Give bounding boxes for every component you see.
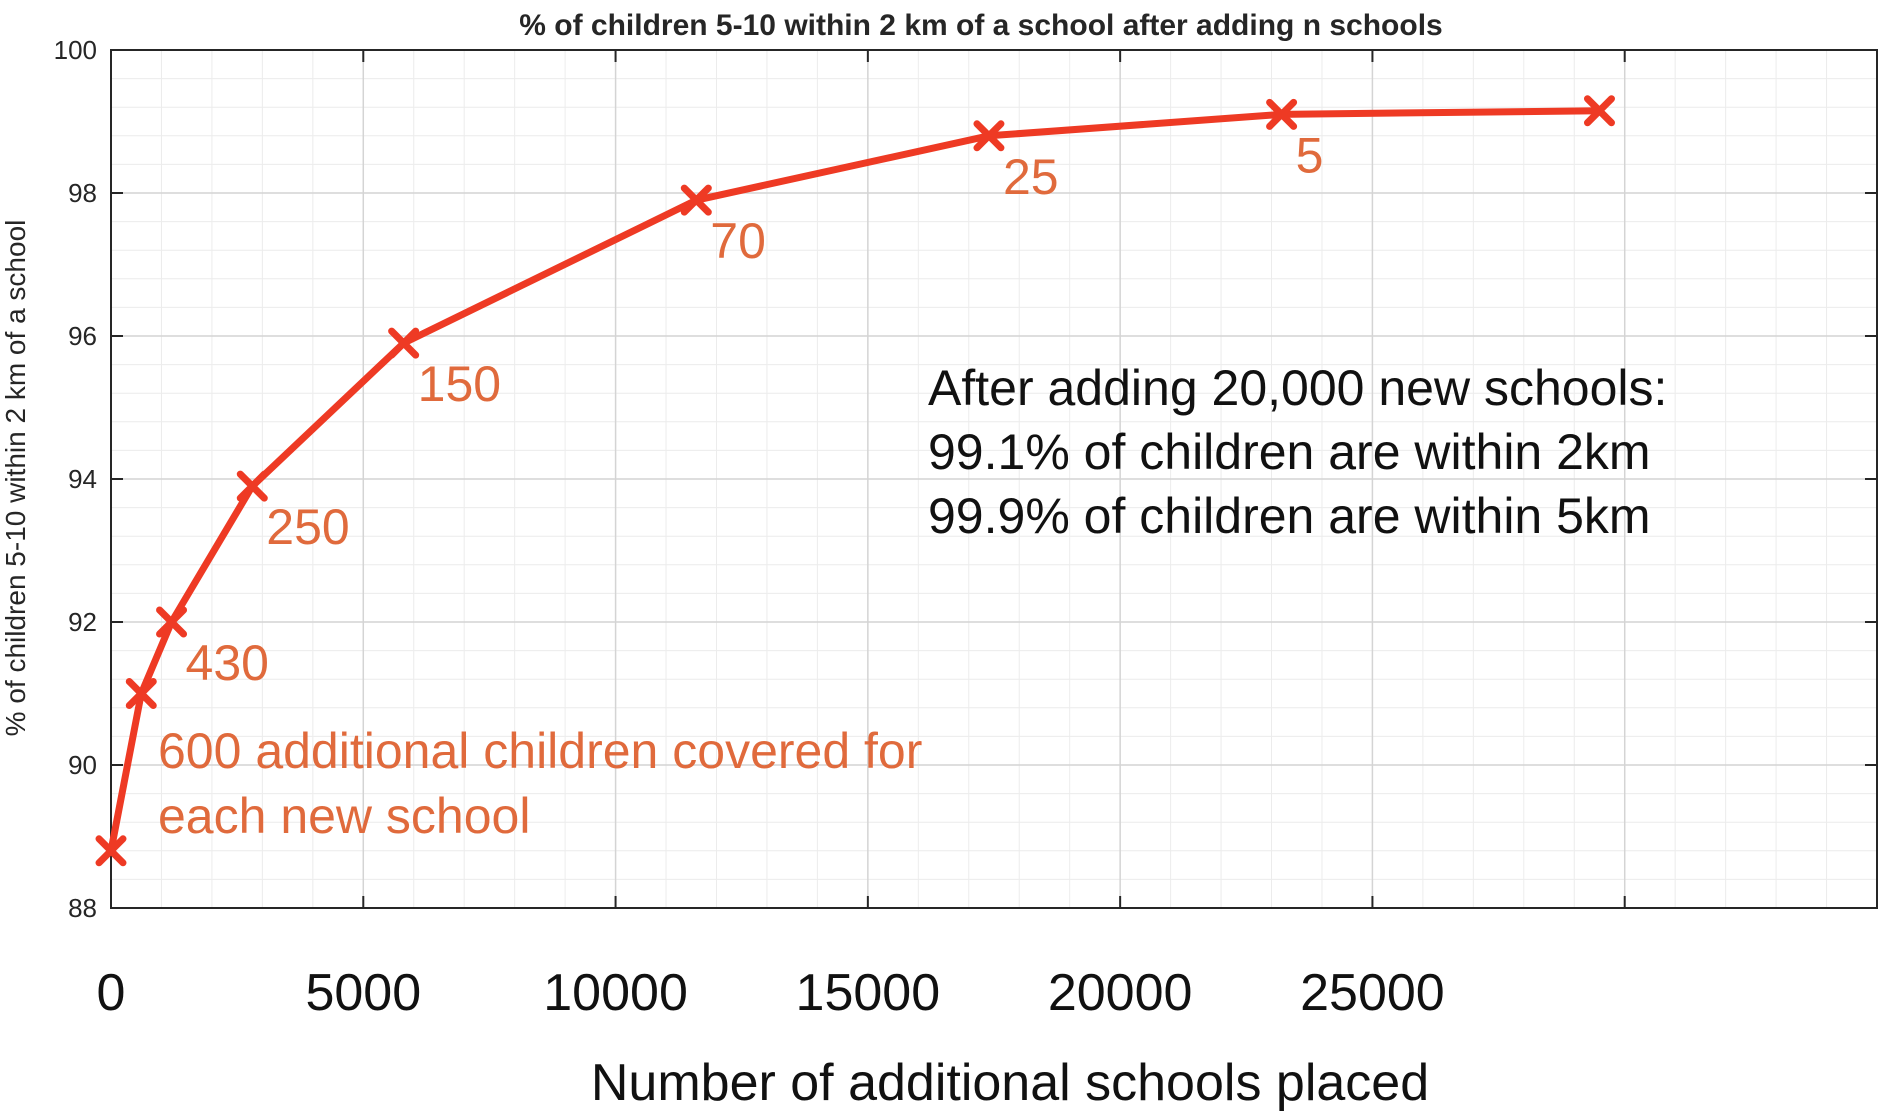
- y-tick-labels: 88 90 92 94 96 98 100: [54, 35, 97, 923]
- data-point-marker: [125, 678, 157, 709]
- summary-note-line-1: After adding 20,000 new schools:: [928, 360, 1667, 416]
- point-label: 150: [418, 356, 501, 412]
- data-point-marker: [236, 470, 268, 502]
- x-tick-labels: 0 5000 10000 15000 20000 25000: [97, 964, 1445, 1022]
- point-label: 25: [1003, 149, 1059, 205]
- summary-note: After adding 20,000 new schools: 99.1% o…: [928, 360, 1681, 544]
- y-axis-label: % of children 5-10 within 2 km of a scho…: [0, 220, 31, 737]
- x-tick-label: 20000: [1048, 964, 1193, 1022]
- coverage-annotation-line-1: 600 additional children covered for: [158, 723, 922, 779]
- y-tick-label: 90: [68, 750, 97, 780]
- axis-tick-marks: [110, 49, 1878, 909]
- point-label: 430: [186, 635, 269, 691]
- point-label: 70: [710, 213, 766, 269]
- point-label: 5: [1296, 127, 1324, 183]
- x-tick-label: 10000: [543, 964, 688, 1022]
- coverage-annotation-line-2: each new school: [158, 788, 530, 844]
- x-tick-label: 25000: [1300, 964, 1445, 1022]
- data-point-marker: [388, 327, 420, 359]
- summary-note-line-3: 99.9% of children are within 5km: [928, 488, 1651, 544]
- chart-title: % of children 5-10 within 2 km of a scho…: [519, 9, 1442, 42]
- data-point-marker: [1583, 95, 1615, 127]
- data-point-marker: [156, 606, 188, 638]
- summary-note-line-2: 99.1% of children are within 2km: [928, 424, 1651, 480]
- y-tick-label: 96: [68, 321, 97, 351]
- x-tick-label: 0: [97, 964, 126, 1022]
- data-point-marker: [680, 184, 712, 216]
- point-label: 250: [266, 499, 349, 555]
- coverage-annotation: 600 additional children covered for each…: [158, 723, 936, 844]
- series-group: [95, 95, 1615, 867]
- x-tick-label: 15000: [796, 964, 941, 1022]
- y-tick-label: 98: [68, 178, 97, 208]
- point-labels: 430 250 150 70 25 5: [186, 127, 1324, 691]
- y-tick-label: 94: [68, 464, 97, 494]
- data-point-marker: [95, 835, 127, 867]
- x-tick-label: 5000: [305, 964, 421, 1022]
- y-tick-label: 100: [54, 35, 97, 65]
- y-tick-label: 88: [68, 893, 97, 923]
- y-tick-label: 92: [68, 607, 97, 637]
- data-point-marker: [973, 120, 1005, 152]
- x-axis-label: Number of additional schools placed: [591, 1054, 1429, 1112]
- data-point-marker: [1266, 98, 1298, 130]
